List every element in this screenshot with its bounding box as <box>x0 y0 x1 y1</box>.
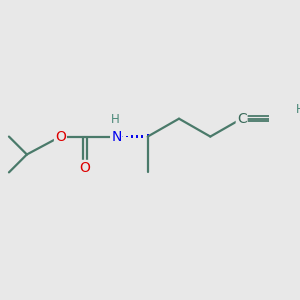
Text: H: H <box>296 103 300 116</box>
Text: C: C <box>237 112 247 126</box>
Text: O: O <box>55 130 66 144</box>
Text: H: H <box>111 113 120 126</box>
Text: O: O <box>80 161 91 175</box>
Text: N: N <box>111 130 122 144</box>
